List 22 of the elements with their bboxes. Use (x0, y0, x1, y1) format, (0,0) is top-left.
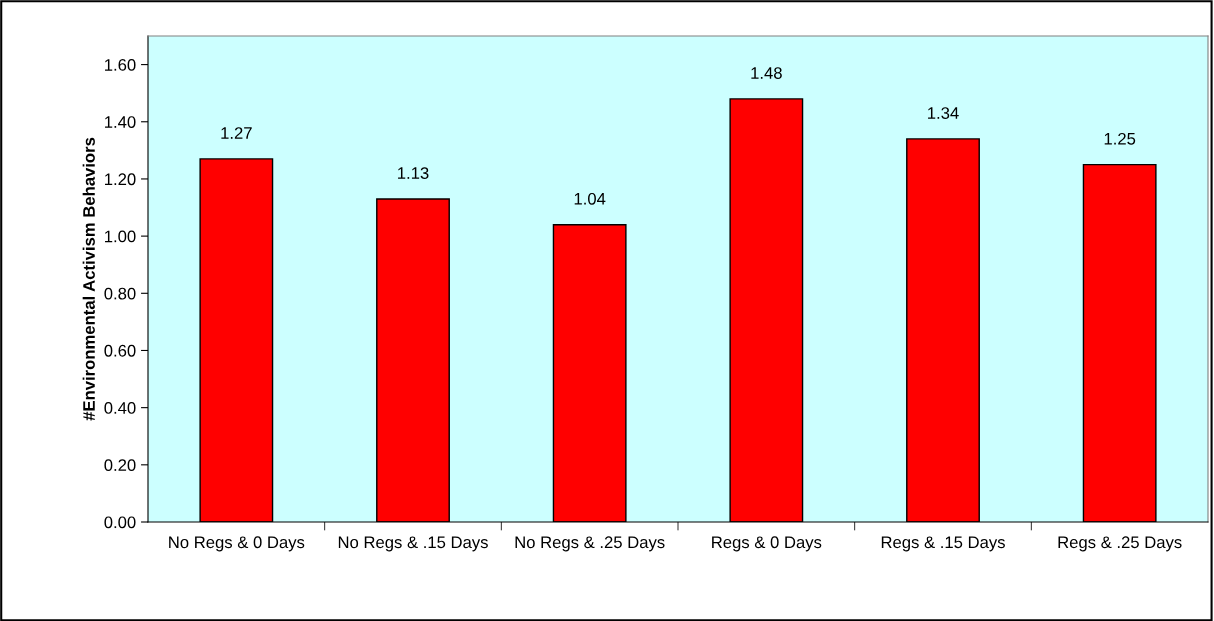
y-tick-label: 1.00 (105, 230, 136, 243)
y-tick-label: 0.00 (104, 516, 136, 529)
x-tick-label: Regs & .15 Days (881, 536, 1005, 552)
y-tick-label: 1.60 (105, 58, 136, 71)
x-tick-label: No Regs & .15 Days (338, 536, 488, 552)
data-label: 1.34 (928, 107, 959, 119)
x-tick-label: Regs & 0 Days (712, 536, 822, 552)
x-tick-label: No Regs & .25 Days (515, 536, 665, 552)
data-label: 1.04 (574, 192, 606, 205)
data-label: 1.27 (221, 127, 252, 139)
x-tick-label: Regs & .25 Days (1058, 536, 1182, 552)
x-tick-label: No Regs & 0 Days (169, 536, 305, 552)
y-axis-title: #Environmental Activism Behaviors (82, 137, 95, 421)
y-tick-label: 0.80 (104, 287, 136, 300)
data-label: 1.48 (751, 67, 782, 79)
y-tick-label: 1.40 (105, 116, 136, 128)
y-tick-label: 1.20 (105, 173, 136, 186)
data-label: 1.25 (1104, 132, 1136, 145)
y-tick-label: 0.60 (104, 344, 136, 357)
y-tick-label: 0.20 (104, 459, 136, 472)
data-label: 1.13 (398, 167, 429, 179)
y-tick-label: 0.40 (104, 402, 136, 414)
